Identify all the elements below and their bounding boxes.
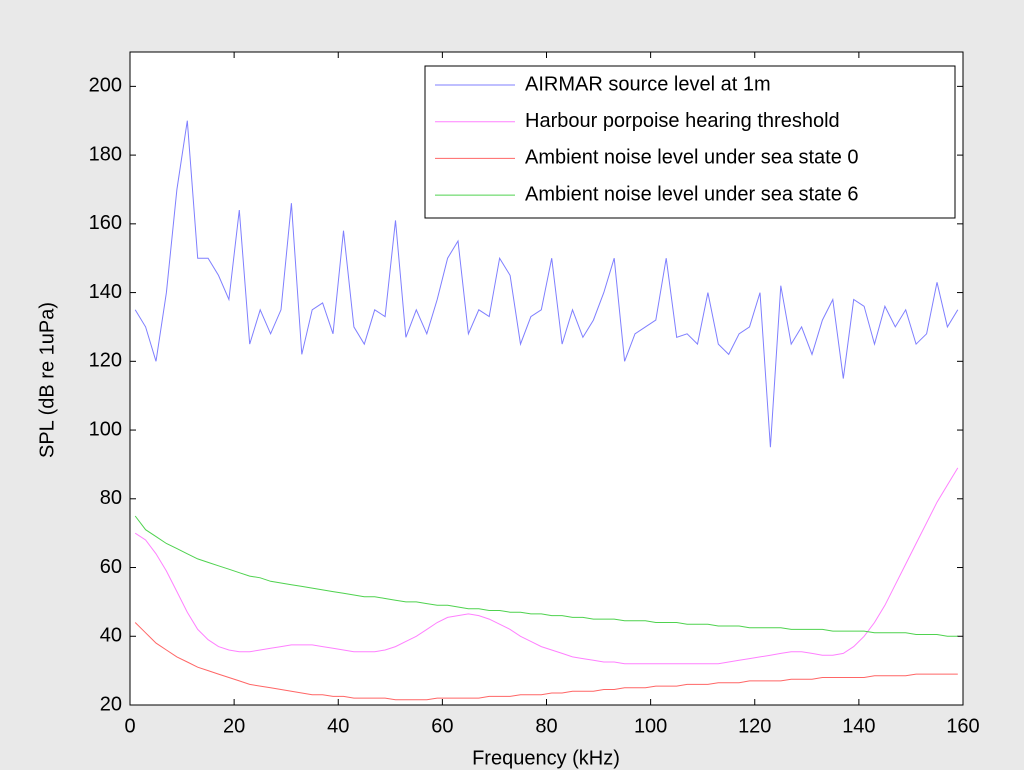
x-tick-label: 60 [431, 715, 453, 737]
x-tick-label: 160 [946, 715, 979, 737]
x-tick-label: 40 [327, 715, 349, 737]
y-tick-label: 160 [89, 212, 122, 234]
x-tick-label: 0 [124, 715, 135, 737]
y-tick-label: 140 [89, 281, 122, 303]
x-axis-label: Frequency (kHz) [472, 747, 620, 769]
legend-box [424, 65, 956, 219]
series-line [134, 622, 958, 701]
series-line [134, 515, 958, 637]
y-tick-label: 40 [100, 625, 122, 647]
x-tick-label: 120 [738, 715, 771, 737]
x-tick-label: 20 [223, 715, 245, 737]
x-tick-label: 100 [634, 715, 667, 737]
series-line [134, 120, 959, 448]
series-line [134, 467, 959, 665]
x-tick-label: 80 [535, 715, 557, 737]
y-tick-label: 100 [89, 418, 122, 440]
y-tick-label: 20 [100, 693, 122, 715]
y-tick-label: 60 [100, 556, 122, 578]
legend-label: Harbour porpoise hearing threshold [525, 110, 840, 132]
legend-label: Ambient noise level under sea state 0 [525, 147, 859, 169]
y-tick-label: 120 [89, 350, 122, 372]
x-tick-label: 140 [842, 715, 875, 737]
legend-label: AIRMAR source level at 1m [525, 73, 771, 95]
y-tick-label: 200 [89, 75, 122, 97]
y-tick-label: 80 [100, 487, 122, 509]
legend-label: Ambient noise level under sea state 6 [525, 183, 859, 205]
y-tick-label: 180 [89, 143, 122, 165]
y-axis-label: SPL (dB re 1uPa) [36, 302, 58, 458]
